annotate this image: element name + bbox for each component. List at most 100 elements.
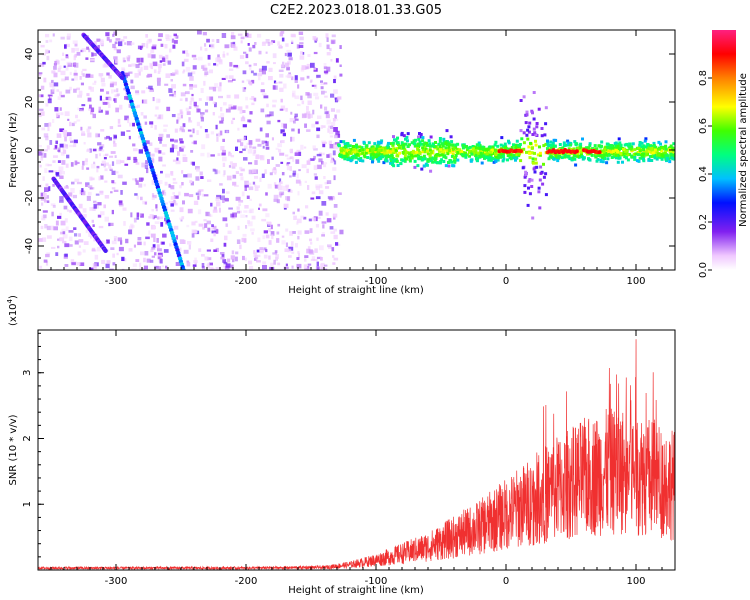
band-cell xyxy=(424,147,428,151)
band-cell xyxy=(369,147,373,151)
band-cell xyxy=(386,143,390,147)
heatmap-cell xyxy=(168,88,173,93)
heatmap-cell xyxy=(324,181,329,185)
heatmap-cell xyxy=(52,160,56,163)
heatmap-cell xyxy=(182,239,186,244)
heatmap-cell xyxy=(295,179,301,184)
heatmap-cell xyxy=(127,55,131,59)
heatmap-cell xyxy=(113,98,116,102)
heatmap-cell xyxy=(60,70,66,76)
band-cell xyxy=(650,149,654,153)
heatmap-cell xyxy=(137,69,141,73)
heatmap-cell xyxy=(307,113,313,119)
heatmap-cell xyxy=(321,221,327,224)
band-cell xyxy=(352,147,356,151)
band-cell xyxy=(526,137,530,141)
band-cell xyxy=(374,148,378,151)
heatmap-cell xyxy=(236,206,240,210)
heatmap-cell xyxy=(201,254,205,257)
heatmap-cell xyxy=(71,262,76,266)
heatmap-cell xyxy=(209,266,214,270)
heatmap-cell xyxy=(148,85,153,90)
heatmap-cell xyxy=(333,144,339,150)
heatmap-cell xyxy=(92,82,97,85)
band-cell xyxy=(613,146,617,150)
heatmap-cell xyxy=(282,61,285,65)
heatmap-cell xyxy=(42,210,48,213)
heatmap-cell xyxy=(96,247,101,252)
heatmap-cell xyxy=(213,63,217,66)
heatmap-cell xyxy=(120,190,123,195)
heatmap-cell xyxy=(145,140,150,145)
heatmap-cell xyxy=(245,96,248,101)
heatmap-cell xyxy=(251,102,255,106)
heatmap-cell xyxy=(304,258,307,262)
band-cell xyxy=(414,138,418,142)
heatmap-cell xyxy=(320,257,323,261)
heatmap-cell xyxy=(253,149,257,154)
heatmap-cell xyxy=(293,120,296,124)
heatmap-cell xyxy=(292,170,297,175)
band-cell xyxy=(461,146,465,150)
heatmap-cell xyxy=(50,80,53,85)
heatmap-cell xyxy=(186,224,190,228)
band-cell xyxy=(341,153,345,157)
heatmap-cell xyxy=(66,132,72,137)
band-cell xyxy=(565,154,569,158)
heatmap-cell xyxy=(188,117,191,122)
band-cell xyxy=(644,153,648,157)
band-cell xyxy=(518,143,522,146)
heatmap-cell xyxy=(116,88,119,93)
heatmap-cell xyxy=(44,168,48,173)
band-cell xyxy=(616,150,620,153)
band-cell xyxy=(534,157,538,161)
heatmap-cell xyxy=(190,150,194,153)
heatmap-cell xyxy=(155,204,158,209)
heatmap-cell xyxy=(115,38,121,41)
heatmap-cell xyxy=(296,173,299,179)
heatmap-cell xyxy=(124,42,127,45)
heatmap-cell xyxy=(197,108,201,113)
heatmap-cell xyxy=(249,265,254,270)
band-cell xyxy=(411,149,415,153)
band-cell xyxy=(371,149,374,153)
heatmap-cell xyxy=(159,139,162,144)
heatmap-cell xyxy=(147,39,151,42)
band-cell xyxy=(379,148,383,152)
band-cell xyxy=(523,190,527,194)
heatmap-cell xyxy=(162,63,166,66)
band-cell xyxy=(632,153,636,156)
heatmap-cell xyxy=(118,41,123,47)
heatmap-cell xyxy=(38,114,42,118)
heatmap-cell xyxy=(283,207,287,210)
band-cell xyxy=(389,157,393,161)
heatmap-cell xyxy=(119,203,124,207)
heatmap-cell xyxy=(243,210,248,213)
band-cell xyxy=(575,152,579,156)
band-cell xyxy=(421,139,425,143)
band-cell xyxy=(447,143,451,146)
band-cell xyxy=(361,148,365,152)
heatmap-cell xyxy=(306,160,311,165)
heatmap-cell xyxy=(41,215,44,219)
heatmap-cell xyxy=(43,149,48,152)
band-cell xyxy=(392,135,395,139)
band-cell xyxy=(522,147,526,151)
heatmap-cell xyxy=(230,255,235,260)
heatmap-cell xyxy=(190,97,194,100)
heatmap-cell xyxy=(45,40,49,43)
band-cell xyxy=(627,144,631,148)
heatmap-cell xyxy=(74,160,78,166)
heatmap-cell xyxy=(90,163,96,169)
heatmap-cell xyxy=(316,216,321,219)
heatmap-cell xyxy=(136,195,139,200)
band-cell xyxy=(644,137,648,141)
heatmap-cell xyxy=(42,176,45,181)
heatmap-cell xyxy=(313,51,318,55)
heatmap-cell xyxy=(320,82,325,86)
heatmap-cell xyxy=(270,41,273,45)
heatmap-cell xyxy=(265,249,268,253)
heatmap-cell xyxy=(160,170,163,174)
heatmap-cell xyxy=(154,114,158,117)
band-cell xyxy=(624,152,628,155)
